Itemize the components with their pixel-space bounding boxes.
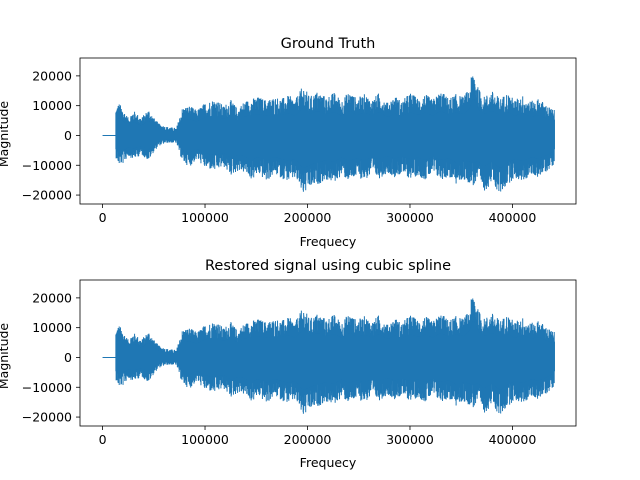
y-axis-label: Magnitude — [0, 323, 11, 390]
subplot-title: Restored signal using cubic spline — [205, 258, 451, 274]
x-tick-label: 400000 — [489, 432, 537, 447]
axes-frame — [79, 57, 577, 205]
subplot-title: Ground Truth — [281, 36, 376, 52]
signal-core-band — [115, 321, 555, 390]
y-tick-label: 10000 — [32, 320, 72, 335]
x-axis-ticks: 0 100000 200000 300000 400000 — [99, 426, 537, 447]
x-tick-label: 300000 — [386, 210, 434, 225]
x-tick-label: 100000 — [181, 432, 229, 447]
x-tick-label: 200000 — [284, 210, 332, 225]
y-tick-label: 20000 — [32, 68, 72, 83]
y-tick-label: 20000 — [32, 290, 72, 305]
y-axis-ticks: 20000 10000 0 −10000 −20000 — [22, 290, 80, 425]
y-axis-ticks: 20000 10000 0 −10000 −20000 — [22, 68, 80, 203]
x-tick-label: 300000 — [386, 432, 434, 447]
y-tick-label: −20000 — [22, 188, 72, 203]
x-tick-label: 0 — [99, 210, 107, 225]
subplot-ground-truth: Ground Truth 0 100000 200000 300000 400000 2… — [0, 36, 577, 249]
x-tick-label: 200000 — [284, 432, 332, 447]
x-axis-label: Frequecy — [300, 455, 357, 470]
y-tick-label: 10000 — [32, 98, 72, 113]
axes-frame — [79, 279, 577, 427]
x-tick-label: 0 — [99, 432, 107, 447]
plot-area — [79, 57, 577, 205]
plot-area — [79, 279, 577, 427]
y-tick-label: 0 — [64, 350, 72, 365]
y-tick-label: −10000 — [22, 380, 72, 395]
y-tick-label: −20000 — [22, 410, 72, 425]
x-axis-label: Frequecy — [300, 234, 357, 249]
y-tick-label: −10000 — [22, 158, 72, 173]
x-axis-ticks: 0 100000 200000 300000 400000 — [99, 204, 537, 225]
x-tick-label: 400000 — [489, 210, 537, 225]
signal-core-band — [115, 99, 555, 168]
x-tick-label: 100000 — [181, 210, 229, 225]
y-tick-label: 0 — [64, 128, 72, 143]
subplot-restored-signal: Restored signal using cubic spline 0 1000… — [0, 258, 577, 470]
y-axis-label: Magnitude — [0, 101, 11, 168]
